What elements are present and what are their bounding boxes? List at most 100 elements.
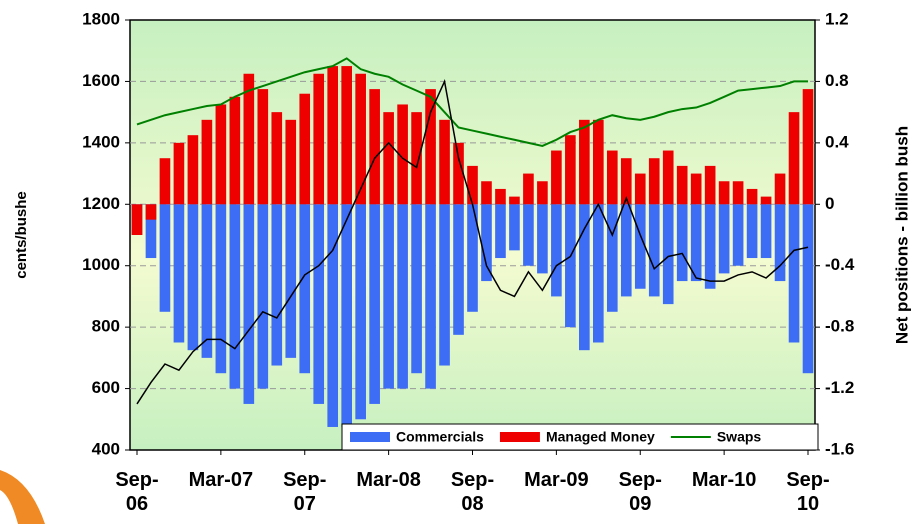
bar: [271, 204, 283, 366]
bar: [495, 188, 506, 205]
x-tick-label: Mar-07: [188, 469, 254, 491]
bar: [690, 204, 702, 282]
bar: [648, 204, 660, 297]
bar: [606, 150, 618, 205]
bar: [509, 196, 520, 205]
bar: [453, 142, 464, 205]
bar: [411, 112, 422, 205]
x-tick-label: Sep- 08: [450, 469, 495, 515]
bar: [313, 204, 325, 404]
bar: [802, 204, 814, 374]
bar: [481, 181, 492, 205]
bar: [201, 119, 213, 205]
bar: [397, 104, 408, 205]
y2-tick-label: 0.8: [825, 71, 849, 90]
line: [136, 57, 809, 147]
bar: [425, 89, 436, 205]
y2-axis-title: Net positions - billion bush: [892, 126, 911, 344]
bar: [341, 66, 352, 205]
bar: [229, 204, 241, 389]
bar: [565, 204, 576, 328]
x-tick-label: Mar-08: [356, 469, 421, 491]
bar: [690, 173, 702, 205]
bar: [537, 181, 548, 205]
bar: [131, 204, 143, 235]
legend-label: Commercials: [396, 429, 484, 445]
bar: [313, 73, 325, 205]
bar: [257, 204, 269, 389]
bar: [746, 204, 758, 259]
bar: [551, 150, 562, 205]
y2-tick-label: -0.8: [825, 317, 854, 336]
bar: [173, 142, 185, 205]
bar: [383, 112, 394, 205]
bar: [593, 119, 604, 205]
bar: [662, 150, 674, 205]
bar: [299, 204, 311, 374]
y-tick-label: 1200: [82, 194, 120, 213]
legend: Commercials Managed Money Swaps: [341, 423, 819, 451]
x-tick-label: Sep- 07: [283, 469, 327, 515]
bar: [187, 204, 199, 351]
bar: [523, 173, 534, 205]
bar: [439, 204, 450, 366]
bar: [327, 204, 339, 427]
bar: [453, 204, 464, 335]
y2-tick-label: 0: [825, 194, 834, 213]
legend-label: Swaps: [717, 429, 762, 445]
bar: [732, 204, 744, 266]
bar: [439, 119, 450, 205]
legend-label: Managed Money: [546, 429, 655, 445]
bar: [285, 119, 297, 205]
y-tick-label: 1000: [82, 255, 120, 274]
bar: [774, 173, 786, 205]
x-tick-label: Mar-10: [691, 469, 757, 491]
bar: [327, 66, 339, 205]
y-tick-label: 1600: [82, 71, 120, 90]
y2-tick-label: -1.2: [825, 378, 854, 397]
bar: [369, 204, 380, 404]
bar: [579, 204, 590, 351]
bar: [467, 204, 478, 312]
legend-swatch: [499, 432, 540, 442]
x-tick-label: Sep- 10: [786, 469, 830, 515]
bar: [201, 204, 213, 358]
legend-swatch: [350, 432, 390, 442]
y-tick-label: 1400: [82, 132, 120, 151]
y-axis-title: cents/bushe: [13, 191, 30, 279]
bar: [481, 204, 492, 282]
bar: [355, 73, 366, 205]
bar: [788, 204, 800, 343]
bar: [620, 158, 632, 205]
bar: [215, 204, 227, 374]
bar: [229, 96, 241, 205]
legend-box: [341, 423, 819, 451]
bar: [746, 188, 758, 205]
bar: [718, 204, 730, 274]
bar: [243, 73, 255, 205]
bar: [299, 93, 311, 205]
bar: [676, 204, 688, 282]
bar: [620, 204, 632, 297]
bar: [704, 204, 716, 289]
bar: [187, 135, 199, 205]
y2-tick-label: -0.4: [825, 255, 855, 274]
bar: [760, 204, 772, 259]
bar: [425, 204, 436, 389]
bar: [355, 204, 366, 420]
bar: [788, 112, 800, 205]
bar: [369, 89, 380, 205]
bar: [159, 158, 171, 205]
bar: [285, 204, 297, 358]
bar: [774, 204, 786, 282]
bar: [802, 89, 814, 205]
bar: [257, 89, 269, 205]
bar: [145, 204, 157, 259]
bar: [523, 204, 534, 266]
x-tick-label: Sep- 09: [618, 469, 662, 515]
bar: [509, 204, 520, 251]
line: [136, 78, 809, 405]
bar: [718, 181, 730, 205]
y2-tick-label: -1.6: [825, 439, 854, 458]
